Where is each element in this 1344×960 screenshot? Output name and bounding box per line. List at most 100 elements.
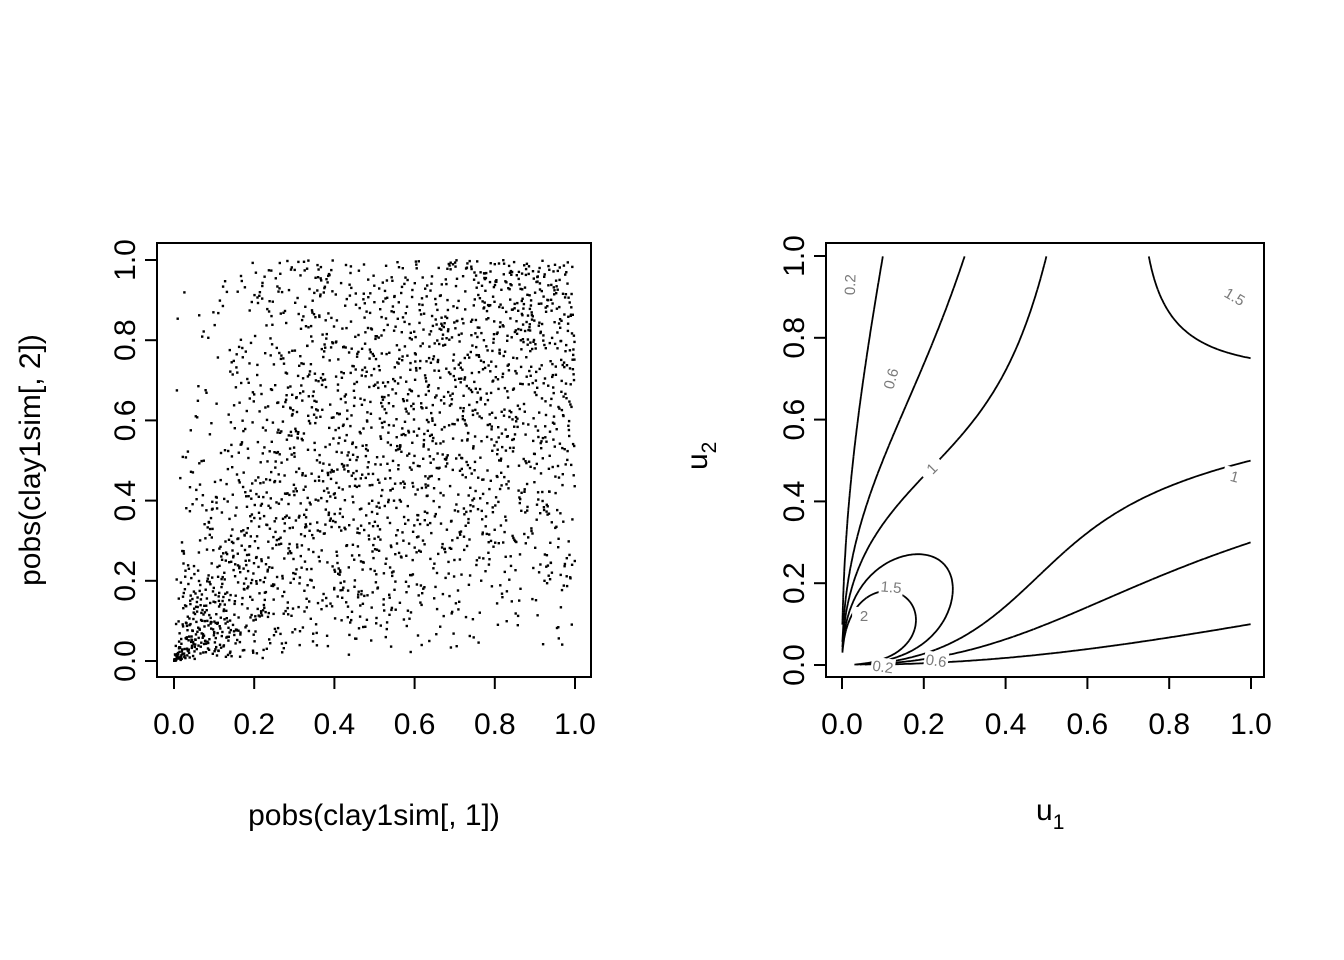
scatter-point [460, 332, 463, 335]
scatter-point [321, 599, 324, 602]
scatter-point [492, 337, 495, 341]
scatter-point [217, 595, 220, 598]
scatter-point [186, 615, 189, 618]
scatter-point [357, 269, 361, 272]
scatter-point [477, 641, 480, 644]
scatter-x-tick-label: 0.2 [233, 708, 275, 741]
scatter-point [400, 556, 403, 559]
scatter-point [324, 346, 327, 349]
scatter-point [522, 422, 525, 425]
scatter-point [566, 449, 569, 453]
scatter-point [556, 288, 559, 291]
scatter-point [489, 479, 492, 482]
scatter-point [419, 601, 422, 604]
scatter-point [505, 483, 508, 486]
scatter-point [236, 371, 239, 374]
scatter-point [352, 501, 355, 504]
scatter-point [340, 462, 344, 466]
scatter-point [421, 539, 425, 542]
contour-label-bg [840, 272, 860, 297]
scatter-point [481, 518, 484, 521]
scatter-point [439, 625, 442, 628]
scatter-point [533, 291, 537, 294]
scatter-point [355, 458, 358, 462]
scatter-point [478, 387, 482, 391]
scatter-point [251, 421, 254, 424]
contour-lines [841, 256, 1251, 666]
scatter-x-label: pobs(clay1sim[, 1]) [248, 799, 500, 832]
scatter-point [404, 580, 408, 583]
scatter-point [362, 427, 365, 430]
scatter-point [271, 300, 274, 303]
scatter-point [316, 263, 319, 267]
scatter-point [192, 564, 196, 568]
scatter-point [183, 291, 186, 294]
scatter-point [231, 493, 234, 496]
scatter-point [265, 418, 269, 422]
scatter-point [301, 439, 304, 442]
scatter-point [237, 616, 240, 619]
scatter-point [346, 454, 349, 457]
scatter-point [477, 281, 480, 284]
scatter-point [282, 405, 285, 408]
scatter-point [218, 643, 222, 646]
scatter-point [387, 423, 391, 427]
scatter-point [256, 301, 260, 305]
scatter-point [217, 649, 220, 653]
scatter-point [488, 280, 492, 284]
scatter-point [552, 386, 555, 389]
scatter-point [295, 543, 299, 546]
scatter-point [568, 349, 572, 352]
scatter-point [210, 562, 213, 565]
scatter-point [246, 587, 249, 590]
scatter-point [321, 408, 324, 411]
scatter-point [518, 599, 521, 602]
scatter-point [322, 592, 325, 596]
contour-line-level-1.5 [841, 256, 1251, 666]
scatter-point [418, 465, 421, 468]
scatter-point [194, 592, 197, 595]
scatter-point [405, 410, 408, 413]
scatter-point [523, 490, 526, 493]
scatter-point [380, 494, 383, 498]
scatter-point [565, 584, 569, 588]
scatter-point [550, 521, 553, 524]
scatter-point [239, 443, 242, 446]
scatter-point [252, 572, 255, 575]
scatter-point [373, 537, 376, 540]
scatter-point [301, 474, 304, 477]
scatter-point [543, 579, 546, 582]
scatter-point [187, 639, 190, 642]
scatter-point [549, 404, 552, 407]
scatter-point [302, 390, 305, 393]
scatter-point [505, 281, 508, 284]
scatter-point [571, 442, 575, 446]
scatter-point [324, 385, 328, 389]
scatter-point [202, 459, 205, 462]
scatter-point [353, 396, 356, 399]
scatter-point [419, 550, 422, 553]
scatter-point [506, 364, 509, 367]
scatter-point [549, 298, 553, 301]
scatter-point [291, 607, 295, 610]
scatter-point [239, 633, 242, 636]
scatter-point [547, 384, 550, 387]
scatter-point [459, 361, 462, 365]
scatter-point [556, 464, 560, 468]
scatter-point [498, 487, 502, 491]
scatter-point [357, 333, 360, 337]
scatter-point [349, 424, 352, 428]
scatter-point [539, 331, 542, 335]
scatter-point [484, 289, 487, 292]
scatter-point [346, 417, 349, 421]
scatter-point [396, 317, 399, 320]
scatter-point [270, 314, 273, 318]
scatter-point [334, 520, 337, 524]
scatter-point [531, 315, 534, 318]
scatter-point [189, 599, 192, 602]
scatter-point [572, 334, 576, 337]
scatter-point [276, 431, 279, 434]
scatter-point [387, 498, 390, 502]
scatter-point [188, 635, 191, 638]
scatter-point [246, 377, 249, 381]
